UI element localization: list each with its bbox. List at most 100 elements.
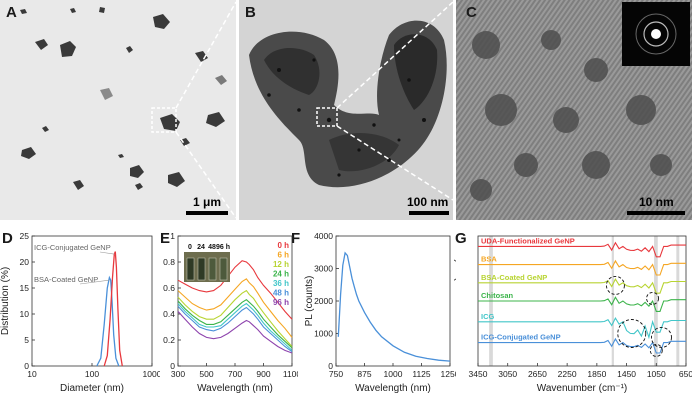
legend-entry: 96 h — [273, 298, 289, 307]
x-tick-label: 750 — [329, 369, 343, 379]
x-tick-label: 1450 — [617, 369, 636, 379]
highlight-band — [611, 236, 614, 366]
inset-label: 96 h — [216, 244, 230, 251]
series-line — [478, 296, 686, 312]
x-tick-label: 100 — [85, 369, 99, 379]
series-line — [478, 241, 686, 258]
tem-particles-a — [20, 1, 236, 219]
panel-label-f: F — [291, 230, 301, 247]
y-tick-label: 10 — [20, 309, 30, 319]
highlight-circle — [646, 291, 660, 305]
x-tick-label: 3050 — [498, 369, 517, 379]
x-tick-label: 300 — [171, 369, 185, 379]
annotation-icg: ICG-Conjugated GeNP — [34, 243, 111, 252]
x-tick-label: 1050 — [647, 369, 666, 379]
x-axis-label: Wavenumber (cm⁻¹) — [537, 383, 627, 394]
annotation-leader — [99, 251, 115, 255]
panel-label-g: G — [455, 230, 467, 247]
x-tick-label: 2250 — [558, 369, 577, 379]
panel-label-d: D — [2, 230, 13, 247]
series-line — [177, 299, 293, 349]
chart-g-ftir: 3450 3050 2650 2250 1850 1450 1050 650 Wavenumbe… — [454, 235, 692, 394]
y-tick-label: 20 — [20, 257, 30, 267]
plot-frame — [31, 235, 153, 367]
highlight-band — [676, 236, 680, 366]
tem-image-b: B 100 nm — [239, 0, 453, 220]
legend-entry: 12 h — [273, 260, 289, 269]
series-line — [177, 278, 293, 338]
series-label: ICG-Conjugated GeNP — [481, 333, 561, 342]
highlight-band — [654, 236, 658, 366]
scale-label-b: 100 nm — [407, 195, 449, 209]
x-tick-label: 1000 — [143, 369, 160, 379]
series-line — [177, 289, 293, 347]
x-tick-label: 2650 — [528, 369, 547, 379]
series-line — [177, 311, 293, 354]
x-tick-label: 700 — [228, 369, 242, 379]
tem-particles-b — [249, 1, 453, 215]
legend-entry: 24 h — [273, 270, 289, 279]
highlight-circle — [605, 275, 625, 295]
tem-image-a: A 1 μm — [0, 0, 236, 220]
x-tick-label: 1125 — [412, 369, 431, 379]
x-axis-label: Wavelength (nm) — [197, 383, 273, 394]
y-tick-label: 0.6 — [163, 283, 175, 293]
panel-label-b: B — [245, 4, 256, 21]
series-line — [478, 316, 686, 340]
y-tick-label: 3000 — [314, 264, 333, 274]
series-line — [337, 251, 451, 362]
series-label: BSA — [481, 255, 497, 264]
y-tick-label: 0 — [170, 361, 175, 371]
y-tick-label: 25 — [20, 231, 30, 241]
highlight-circle — [651, 326, 672, 348]
y-tick-label: 2000 — [314, 296, 333, 306]
y-tick-label: 15 — [20, 283, 30, 293]
x-tick-label: 500 — [199, 369, 213, 379]
scale-label-c: 10 nm — [639, 195, 674, 209]
y-axis-label: PL (counts) — [304, 276, 315, 327]
y-axis-label: Distribution (%) — [0, 267, 11, 335]
panel-label-a: A — [6, 4, 17, 21]
series-line — [478, 277, 686, 294]
tem-image-c: C 10 nm — [456, 0, 692, 220]
series-line — [177, 302, 293, 351]
series-label: Chitosan — [481, 291, 514, 300]
tem-lattice-c — [456, 0, 692, 220]
inset-label: 24 — [197, 244, 205, 251]
inset-vial — [186, 257, 195, 281]
inset-vial — [208, 257, 217, 281]
x-tick-label: 875 — [357, 369, 371, 379]
y-tick-label: 0.4 — [163, 309, 175, 319]
highlight-circle — [649, 343, 663, 357]
y-tick-label: 0.2 — [163, 335, 175, 345]
series-label: ICG — [481, 312, 495, 321]
panel-label-c: C — [466, 4, 477, 21]
series-label: UDA-Functionalized GeNP — [481, 236, 575, 245]
series-line — [478, 337, 686, 354]
y-tick-label: 4000 — [314, 231, 333, 241]
scale-label-a: 1 μm — [193, 195, 222, 209]
panel-label-e: E — [160, 230, 171, 247]
x-tick-label: 650 — [679, 369, 692, 379]
y-tick-label: 5 — [24, 335, 29, 345]
x-tick-label: 3450 — [469, 369, 488, 379]
series-label: BSA-Coated GeNP — [481, 273, 547, 282]
series-line — [96, 275, 120, 367]
y-axis-label: Transmission (a.u.) — [454, 258, 457, 343]
x-tick-label: 10 — [27, 369, 37, 379]
inset-label: 0 — [188, 244, 192, 251]
x-tick-label: 900 — [256, 369, 270, 379]
inset-label: 48 — [208, 244, 216, 251]
x-tick-label: 1850 — [587, 369, 606, 379]
y-tick-label: 0 — [24, 361, 29, 371]
annotation-bsa: BSA-Coated GeNP — [34, 275, 98, 284]
inset-vial — [197, 257, 206, 281]
legend-entry: 48 h — [273, 289, 289, 298]
y-tick-label: 0.8 — [163, 257, 175, 267]
series-line — [478, 259, 686, 276]
chart-d-size-distribution: 10 100 1000 0 5 10 15 20 25 Diameter (nm) Distribu… — [0, 231, 160, 394]
x-tick-label: 1000 — [384, 369, 403, 379]
